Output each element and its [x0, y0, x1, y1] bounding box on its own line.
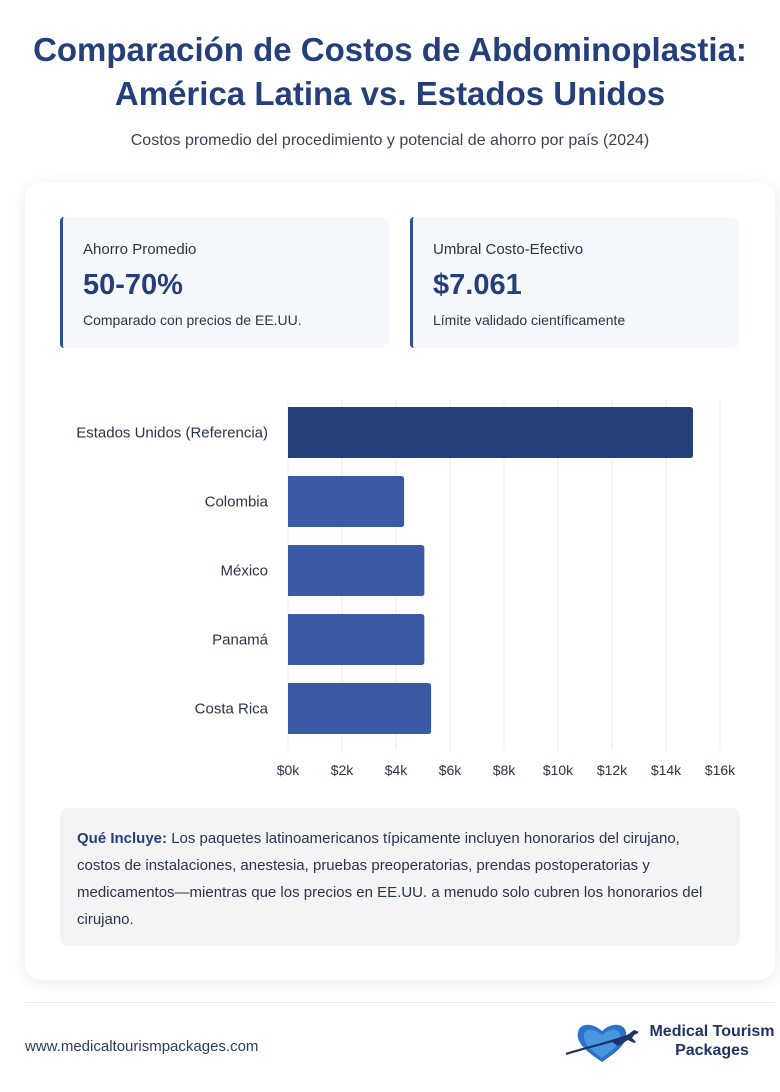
heart-plane-icon: [565, 1024, 639, 1062]
x-tick-label: $4k: [385, 762, 409, 778]
brand-line-2: Packages: [675, 1042, 749, 1059]
x-tick-label: $12k: [597, 762, 628, 778]
brand-line-1: Medical Tourism: [649, 1023, 775, 1040]
category-label: México: [220, 563, 268, 580]
bar-country: [288, 614, 425, 665]
page-title: Comparación de Costos de Abdominoplastia…: [0, 28, 780, 116]
stat-note: Límite validado científicamente: [433, 312, 626, 328]
chart-card: Ahorro Promedio 50-70% Comparado con pre…: [25, 182, 775, 980]
x-tick-label: $6k: [439, 762, 463, 778]
bar-chart: $0k $2k $4k $6k $8k $10k $12k $14k $16k Estados U…: [76, 400, 736, 778]
page-subtitle: Costos promedio del procedimiento y pote…: [130, 132, 650, 149]
x-tick-label: $14k: [651, 762, 682, 778]
bar-country: [288, 683, 432, 734]
bar-country: [288, 476, 405, 527]
footer-divider: [25, 1002, 775, 1003]
category-label: Panamá: [212, 632, 269, 649]
includes-note-heading: Qué Incluye:: [77, 830, 168, 847]
brand-logo-text: Medical Tourism Packages: [647, 1022, 777, 1060]
x-tick-label: $16k: [705, 762, 736, 778]
stat-label: Umbral Costo-Efectivo: [433, 241, 584, 258]
title-line-2: América Latina vs. Estados Unidos: [114, 75, 666, 112]
x-tick-label: $0k: [277, 762, 301, 778]
footer-url[interactable]: www.medicaltourismpackages.com: [25, 1038, 259, 1055]
bar-reference: [288, 407, 693, 458]
x-tick-label: $8k: [493, 762, 517, 778]
category-label: Costa Rica: [195, 701, 269, 718]
stat-label: Ahorro Promedio: [83, 241, 197, 258]
includes-note: Qué Incluye: Los paquetes latinoamerican…: [60, 808, 740, 946]
x-tick-label: $2k: [331, 762, 355, 778]
stat-card-savings: Ahorro Promedio 50-70% Comparado con pre…: [60, 217, 389, 348]
stat-value: $7.061: [433, 269, 522, 301]
includes-note-text: Qué Incluye: Los paquetes latinoamerican…: [77, 825, 717, 933]
x-tick-label: $10k: [543, 762, 574, 778]
stat-note: Comparado con precios de EE.UU.: [83, 312, 302, 328]
category-label: Colombia: [205, 494, 269, 511]
stat-card-threshold: Umbral Costo-Efectivo $7.061 Límite vali…: [410, 217, 739, 348]
includes-note-body: Los paquetes latinoamericanos típicament…: [77, 830, 703, 928]
category-label: Estados Unidos (Referencia): [76, 425, 268, 442]
bar-country: [288, 545, 425, 596]
brand-logo[interactable]: Medical Tourism Packages: [564, 1018, 778, 1068]
title-line-1: Comparación de Costos de Abdominoplastia…: [33, 31, 747, 68]
stat-value: 50-70%: [83, 269, 183, 301]
